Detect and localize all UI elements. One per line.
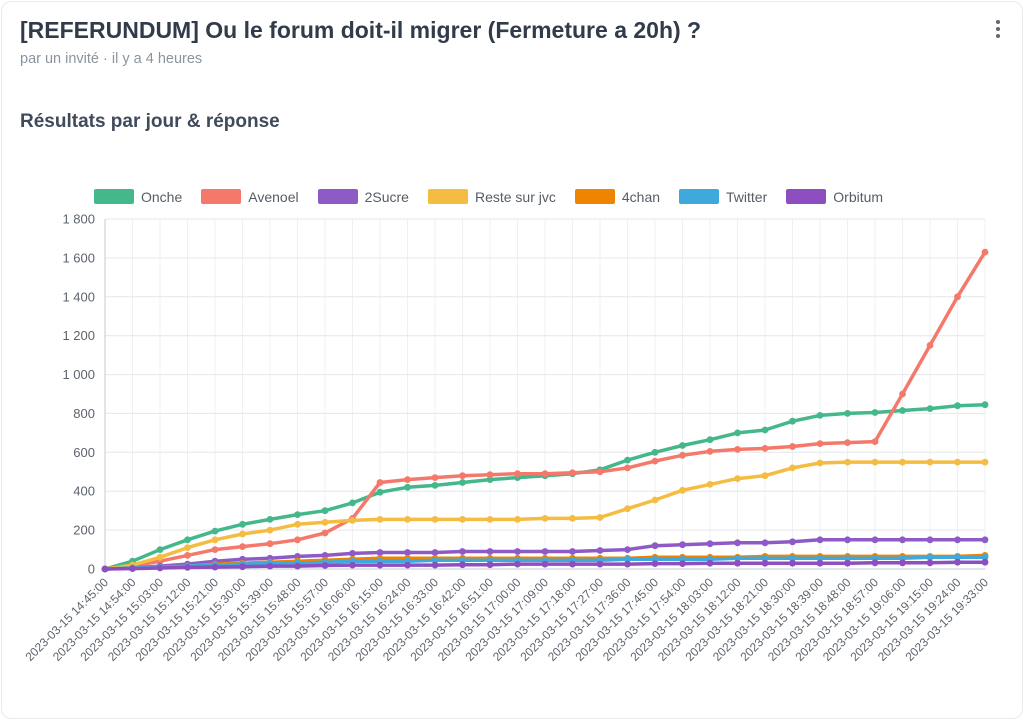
svg-text:1 000: 1 000 [62, 367, 95, 382]
legend-item-reste-sur-jvc[interactable]: Reste sur jvc [427, 188, 556, 205]
legend-item-avenoel[interactable]: Avenoel [201, 188, 299, 205]
legend-swatch-onche [94, 189, 134, 205]
kebab-menu-icon[interactable] [988, 14, 1008, 44]
legend-label: Reste sur jvc [474, 188, 556, 205]
legend-swatch-2sucre [317, 189, 358, 205]
svg-text:400: 400 [73, 483, 95, 498]
svg-text:200: 200 [73, 522, 95, 537]
svg-text:800: 800 [73, 406, 95, 421]
chart-legend: Onche Avenoel 2Sucre Reste sur jvc 4chan Twit… [94, 189, 1004, 205]
kebab-dot [996, 34, 1000, 38]
legend-swatch-4chan [574, 189, 615, 205]
legend-label: Onche [141, 188, 183, 205]
legend-label: Twitter [726, 188, 768, 205]
legend-swatch-orbitum [786, 189, 827, 205]
legend-label: Orbitum [833, 188, 884, 205]
svg-text:1 200: 1 200 [62, 328, 95, 343]
legend-swatch-twitter [679, 189, 720, 205]
svg-text:1 600: 1 600 [62, 250, 95, 265]
legend-swatch-reste-sur-jvc [427, 189, 468, 205]
legend-item-onche[interactable]: Onche [94, 189, 182, 205]
legend-item-4chan[interactable]: 4chan [574, 188, 661, 205]
legend-item-orbitum[interactable]: Orbitum [786, 189, 883, 205]
legend-swatch-avenoel [201, 189, 242, 205]
kebab-dot [996, 20, 1000, 24]
legend-label: Avenoel [248, 188, 299, 205]
legend-item-twitter[interactable]: Twitter [679, 189, 767, 205]
page-title: [REFERUNDUM] Ou le forum doit-il migrer … [20, 17, 702, 43]
svg-text:1 800: 1 800 [62, 211, 95, 226]
svg-text:0: 0 [88, 561, 95, 576]
legend-item-2sucre[interactable]: 2Sucre [317, 188, 409, 205]
legend-label: 2Sucre [364, 188, 409, 205]
kebab-dot [996, 27, 1000, 31]
byline: par un invité · il y a 4 heures [20, 50, 203, 67]
svg-text:1 400: 1 400 [62, 289, 95, 304]
legend-label: 4chan [621, 188, 661, 205]
section-title: Résultats par jour & réponse [20, 110, 280, 132]
svg-text:600: 600 [73, 445, 95, 460]
